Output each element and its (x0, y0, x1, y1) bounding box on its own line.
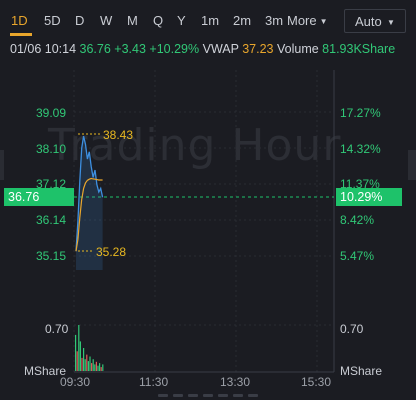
time-tick: 09:30 (60, 375, 91, 389)
tab-1d[interactable]: 1D (11, 13, 28, 28)
pct-tick: 11.37% (340, 177, 380, 191)
volume-bar (102, 364, 104, 371)
pct-tick: 8.42% (340, 213, 375, 227)
low-price-label: 35.28 (96, 245, 127, 259)
time-tick: 15:30 (301, 375, 332, 389)
time-tick: 13:30 (220, 375, 251, 389)
volume-bar (100, 367, 102, 371)
chart-grid (73, 70, 334, 372)
trading-hour-watermark: Trading Hour (48, 120, 342, 171)
caret-down-icon: ▼ (319, 17, 328, 26)
quote-price: 36.76 (79, 42, 111, 56)
volume-bar (91, 363, 93, 371)
volume-bar (84, 359, 86, 371)
volume-unit-right: MShare (340, 364, 383, 378)
tab-week[interactable]: W (100, 13, 113, 28)
tab-year[interactable]: Y (177, 13, 186, 28)
volume-unit-left: MShare (24, 364, 67, 378)
high-price-label: 38.43 (103, 128, 134, 142)
volume-bar (94, 364, 96, 371)
tab-month[interactable]: M (127, 13, 138, 28)
right-panel-handle[interactable] (408, 150, 416, 180)
current-price-badge: 36.76 (4, 188, 74, 206)
volume-bar (92, 359, 94, 371)
time-tick: 11:30 (139, 375, 169, 389)
quote-time: 01/06 10:14 (10, 42, 77, 56)
volume-bar (78, 325, 80, 371)
price-line (75, 135, 104, 252)
volume-tick-left: 0.70 (45, 322, 69, 336)
volume-bar (79, 341, 81, 371)
more-dropdown[interactable]: More ▼ (287, 13, 328, 28)
volume-bar (83, 348, 85, 371)
tab-2m[interactable]: 2m (233, 13, 252, 28)
price-tick: 38.10 (36, 142, 67, 156)
vwap-label: VWAP (202, 42, 239, 56)
tab-5d[interactable]: 5D (44, 13, 61, 28)
quote-change: +3.43 (114, 42, 146, 56)
more-label: More (287, 13, 317, 28)
volume-bar (89, 356, 91, 371)
tab-3m[interactable]: 3m (265, 13, 284, 28)
vwap-line (75, 177, 103, 252)
current-pct-badge: 10.29% (336, 188, 402, 206)
auto-label: Auto (355, 14, 382, 29)
volume-bar (81, 357, 83, 371)
timeframe-tabs: 1D 5D D W M Q Y 1m 2m 3m More ▼ Auto ▼ (0, 0, 416, 42)
volume-bar (95, 361, 97, 371)
tab-1m[interactable]: 1m (201, 13, 220, 28)
active-tab-indicator (10, 33, 32, 36)
pct-tick: 5.47% (340, 249, 375, 263)
caret-down-icon: ▼ (384, 18, 395, 27)
price-area (76, 136, 103, 270)
price-tick: 39.09 (36, 106, 67, 120)
quote-change-pct: +10.29% (149, 42, 200, 56)
pct-tick: 17.27% (340, 106, 381, 120)
volume-bar (87, 361, 89, 371)
pct-tick: 14.32% (340, 142, 381, 156)
left-panel-handle[interactable] (0, 150, 4, 180)
tab-quarter[interactable]: Q (153, 13, 164, 28)
volume-bars (75, 325, 104, 371)
volume-value: 81.93KShare (322, 42, 396, 56)
volume-tick-right: 0.70 (340, 322, 364, 336)
price-tick: 35.15 (36, 249, 67, 263)
bottom-scroll-indicator (0, 392, 416, 400)
price-tick: 36.14 (36, 213, 67, 227)
volume-bar (86, 354, 88, 371)
volume-bar (76, 351, 78, 371)
volume-bar (75, 334, 77, 371)
volume-label: Volume (276, 42, 319, 56)
price-tick: 37.12 (36, 177, 67, 191)
volume-bar (97, 365, 99, 371)
volume-bar (99, 363, 101, 371)
vwap-value: 37.23 (242, 42, 274, 56)
quote-info-bar: 01/06 10:14 36.76 +3.43 +10.29% VWAP 37.… (10, 42, 395, 56)
tab-day[interactable]: D (75, 13, 85, 28)
auto-scale-dropdown[interactable]: Auto ▼ (344, 9, 406, 33)
